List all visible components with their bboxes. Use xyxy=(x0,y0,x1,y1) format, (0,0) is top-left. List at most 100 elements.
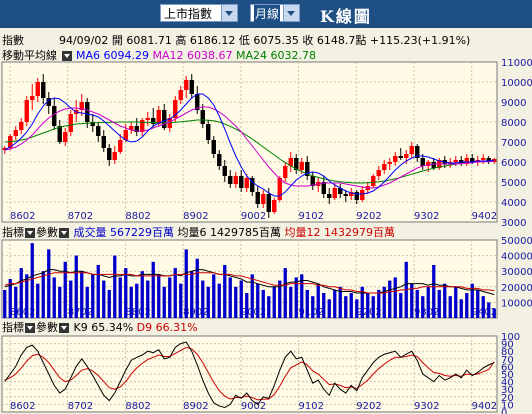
volume-bar xyxy=(278,280,282,318)
volume-bar xyxy=(377,289,381,318)
candle-body xyxy=(343,194,348,196)
volume-bar xyxy=(283,268,287,318)
indicator-dropdown-button[interactable] xyxy=(25,323,35,333)
y-tick-label: 7000 xyxy=(501,138,526,149)
ma24-line xyxy=(4,119,495,184)
candle-body xyxy=(426,162,431,166)
candle-body xyxy=(492,159,497,162)
param-dropdown-button[interactable] xyxy=(59,228,69,238)
candle-body xyxy=(244,178,249,188)
avg6-legend: 均量6 1429785百萬 xyxy=(177,226,282,239)
candle-body xyxy=(475,160,480,162)
candle-body xyxy=(393,156,398,162)
volume-bar xyxy=(388,280,392,318)
volume-bar xyxy=(184,249,188,318)
candle-body xyxy=(283,166,288,178)
candle-body xyxy=(349,192,354,196)
open-value: 6081.71 xyxy=(126,34,172,47)
y-tick-label: 6000 xyxy=(501,158,526,169)
candle-body xyxy=(365,186,370,190)
candle-body xyxy=(250,178,255,192)
volume-bar xyxy=(223,264,227,318)
d9-line xyxy=(4,346,495,401)
y-tick-label: 0 xyxy=(501,408,507,414)
volume-bar xyxy=(41,271,45,318)
candle-body xyxy=(107,148,112,160)
y-tick-label: 40000 xyxy=(501,252,532,263)
chevron-down-icon[interactable] xyxy=(221,5,237,21)
volume-bar xyxy=(140,271,144,318)
candle-body xyxy=(13,130,18,136)
volume-bar xyxy=(91,274,95,318)
x-tick-label: 9202 xyxy=(356,401,381,412)
volume-bar xyxy=(157,274,161,318)
volume-bar xyxy=(371,296,375,318)
candle-body xyxy=(79,102,84,110)
volume-bar xyxy=(74,255,78,318)
indicator-dropdown-button[interactable] xyxy=(25,228,35,238)
volume-bar xyxy=(250,274,254,318)
chevron-down-icon[interactable] xyxy=(283,5,299,21)
volume-bar xyxy=(162,286,166,318)
price-info-line: 指數 94/09/02 開 6081.71 高 6186.12 低 6075.3… xyxy=(2,34,470,47)
y-tick-label: 40 xyxy=(501,378,514,389)
candle-body xyxy=(420,158,425,166)
page-title: K線圖 xyxy=(320,7,372,26)
volume-bar xyxy=(470,283,474,318)
plot-area xyxy=(1,335,498,413)
volume-bar xyxy=(228,277,232,318)
candle-body xyxy=(453,160,458,162)
candle-body xyxy=(167,118,172,128)
candle-body xyxy=(228,176,233,184)
high-value: 6186.12 xyxy=(189,34,236,47)
candle-body xyxy=(195,94,200,110)
candle-body xyxy=(162,110,167,128)
candle-body xyxy=(321,182,326,194)
volume-bar xyxy=(113,255,117,318)
candle-body xyxy=(189,80,194,94)
y-tick-label: 10000 xyxy=(501,298,532,309)
volume-bar xyxy=(25,274,29,318)
volume-bar xyxy=(14,286,18,318)
x-tick-label: 9202 xyxy=(356,211,381,222)
candle-body xyxy=(123,130,128,140)
ma12-legend: MA12 6038.67 xyxy=(152,49,233,62)
volume-bar xyxy=(338,286,342,318)
y-tick-label: 9000 xyxy=(501,98,526,109)
volume-bar xyxy=(360,286,364,318)
candle-body xyxy=(30,96,35,100)
candle-body xyxy=(459,160,464,164)
ma-dropdown-button[interactable] xyxy=(61,51,72,61)
y-tick-label: 10 xyxy=(501,400,514,411)
candle-body xyxy=(354,192,359,200)
volume-bar xyxy=(8,279,12,318)
y-tick-label: 50000 xyxy=(501,236,532,247)
param-dropdown-button[interactable] xyxy=(59,323,69,333)
avg12-legend: 均量12 1432979百萬 xyxy=(284,226,395,239)
candle-body xyxy=(327,194,332,198)
volume-bar xyxy=(344,296,348,318)
volume-bar xyxy=(300,274,304,318)
market-select[interactable]: 上市指數 xyxy=(160,4,238,22)
x-tick-label: 9102 xyxy=(299,401,324,412)
volume-bar xyxy=(410,283,414,318)
volume-bar xyxy=(311,296,315,318)
volume-bar xyxy=(80,271,84,318)
candle-body xyxy=(272,200,277,212)
volume-bar xyxy=(118,277,122,318)
volume-bar xyxy=(443,283,447,318)
candle-body xyxy=(151,118,156,124)
candle-body xyxy=(442,160,447,164)
candle-body xyxy=(90,122,95,126)
y-tick-label: 80 xyxy=(501,347,514,358)
candle-body xyxy=(261,194,266,204)
x-tick-label: 8602 xyxy=(10,307,35,318)
candle-body xyxy=(398,156,403,158)
x-tick-label: 8602 xyxy=(10,401,35,412)
y-tick-label: 10000 xyxy=(501,78,532,89)
period-select[interactable]: 月線 xyxy=(250,4,300,23)
volume-bar xyxy=(465,293,469,318)
x-tick-label: 9402 xyxy=(472,307,497,318)
volume-bar xyxy=(107,289,111,318)
volume-bar xyxy=(294,277,298,318)
